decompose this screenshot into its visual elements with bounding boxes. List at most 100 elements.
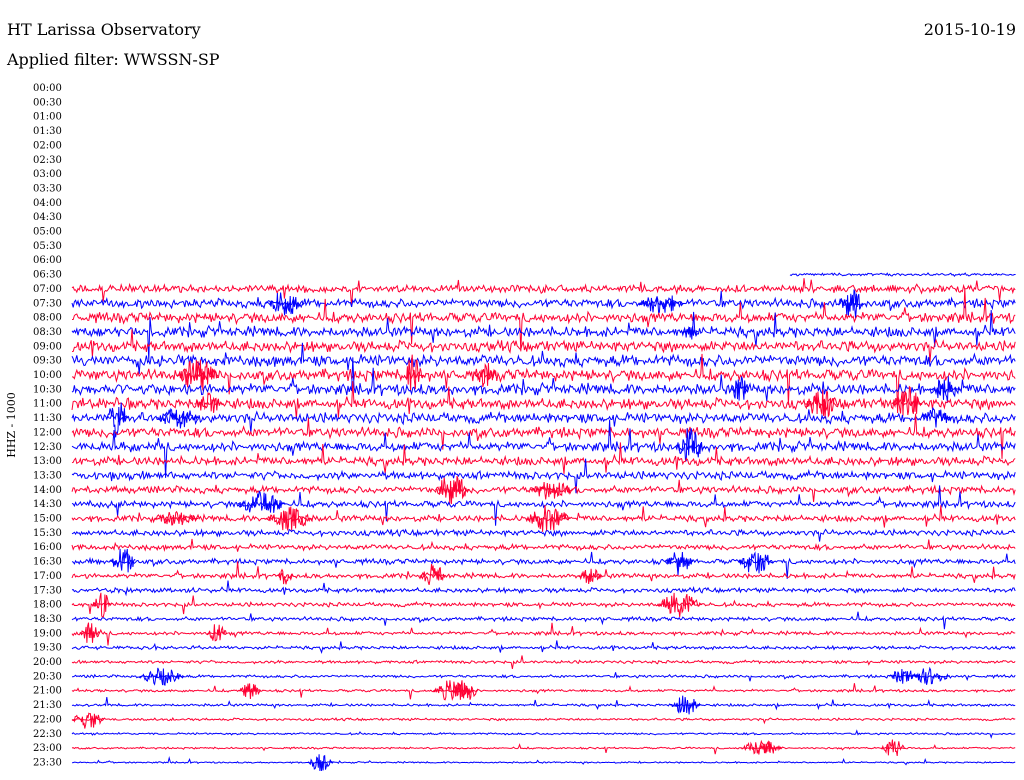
time-tick-label: 06:30 — [33, 270, 62, 281]
time-tick-label: 23:30 — [33, 757, 62, 768]
trace-row — [71, 640, 1016, 655]
time-tick-label: 21:00 — [33, 686, 62, 697]
time-tick-label: 10:30 — [33, 384, 62, 395]
trace-group — [71, 272, 1016, 772]
trace-row — [71, 505, 1016, 528]
trace-row — [71, 611, 1016, 630]
record-date: 2015-10-19 — [923, 20, 1016, 39]
trace-row — [789, 272, 1016, 278]
trace-row — [71, 683, 1016, 700]
time-tick-label: 05:30 — [33, 241, 62, 252]
time-tick-label: 07:00 — [33, 284, 62, 295]
event-burst — [239, 683, 262, 700]
event-burst — [307, 754, 334, 772]
time-tick-label: 04:00 — [33, 198, 62, 209]
time-tick-label: 17:00 — [33, 571, 62, 582]
time-tick-label: 05:00 — [33, 227, 62, 238]
time-tick-label: 12:00 — [33, 427, 62, 438]
trace-row — [71, 551, 1016, 579]
trace-row — [71, 357, 1016, 401]
trace-row — [71, 743, 1016, 755]
event-burst — [530, 481, 574, 500]
event-burst — [403, 354, 424, 391]
time-tick-label: 18:00 — [33, 600, 62, 611]
trace-row — [71, 729, 1016, 739]
event-burst — [891, 385, 923, 416]
event-burst — [265, 506, 313, 531]
trace-row — [71, 622, 1016, 646]
time-tick-label: 13:00 — [33, 456, 62, 467]
event-burst — [526, 504, 571, 532]
event-burst — [737, 551, 774, 574]
time-tick-label: 07:30 — [33, 298, 62, 309]
time-axis: 00:00 00:30 01:00 01:30 02:00 02:30 03:00 03:30… — [33, 83, 62, 768]
time-tick-label: 15:30 — [33, 528, 62, 539]
event-burst — [740, 739, 783, 755]
trace-row — [71, 413, 1016, 459]
time-tick-label: 00:30 — [33, 97, 62, 108]
time-tick-label: 23:00 — [33, 743, 62, 754]
event-burst — [880, 739, 906, 756]
event-burst — [578, 568, 603, 585]
event-burst — [675, 428, 705, 462]
time-tick-label: 02:30 — [33, 155, 62, 166]
trace-row — [71, 580, 1016, 597]
trace-row — [71, 290, 1016, 319]
trace-row — [71, 528, 1016, 542]
time-tick-label: 03:30 — [33, 183, 62, 194]
event-burst — [920, 407, 952, 428]
event-burst — [888, 668, 919, 684]
time-tick-label: 19:00 — [33, 628, 62, 639]
event-burst — [265, 292, 305, 316]
trace-row — [71, 458, 1016, 494]
trace-row — [71, 561, 1016, 583]
event-burst — [730, 376, 750, 401]
time-tick-label: 22:00 — [33, 714, 62, 725]
time-tick-label: 22:30 — [33, 729, 62, 740]
time-tick-label: 11:30 — [33, 413, 62, 424]
time-tick-label: 13:30 — [33, 470, 62, 481]
time-tick-label: 21:30 — [33, 700, 62, 711]
event-burst — [419, 564, 446, 586]
event-burst — [838, 289, 864, 317]
time-tick-label: 01:30 — [33, 126, 62, 137]
trace-row — [71, 697, 1016, 711]
event-burst — [657, 592, 703, 618]
event-burst — [206, 624, 227, 642]
trace-row — [71, 442, 1016, 474]
event-burst — [79, 622, 101, 643]
event-burst — [176, 359, 219, 391]
trace-row — [71, 716, 1016, 725]
event-burst — [669, 695, 701, 715]
event-burst — [71, 712, 105, 729]
time-tick-label: 15:00 — [33, 514, 62, 525]
event-burst — [91, 592, 112, 618]
trace-row — [71, 538, 1016, 553]
trace-row — [71, 755, 1016, 766]
event-burst — [194, 392, 223, 413]
time-tick-label: 09:00 — [33, 341, 62, 352]
trace-row — [71, 409, 1016, 434]
time-tick-label: 09:30 — [33, 356, 62, 367]
time-tick-label: 00:00 — [33, 83, 62, 94]
trace-row — [71, 419, 1016, 478]
event-burst — [474, 362, 497, 388]
time-tick-label: 16:30 — [33, 557, 62, 568]
event-burst — [237, 490, 286, 513]
event-burst — [435, 476, 470, 505]
station-title: HT Larissa Observatory — [7, 20, 201, 39]
time-tick-label: 17:30 — [33, 585, 62, 596]
time-tick-label: 02:00 — [33, 140, 62, 151]
event-burst — [277, 568, 294, 585]
event-burst — [139, 667, 184, 686]
event-burst — [110, 548, 136, 573]
time-tick-label: 16:00 — [33, 542, 62, 553]
event-burst — [154, 510, 199, 526]
trace-row — [71, 595, 1016, 615]
time-tick-label: 18:30 — [33, 614, 62, 625]
event-burst — [929, 376, 961, 403]
trace-row — [71, 342, 1016, 374]
trace-row — [71, 672, 1016, 682]
time-tick-label: 14:00 — [33, 485, 62, 496]
